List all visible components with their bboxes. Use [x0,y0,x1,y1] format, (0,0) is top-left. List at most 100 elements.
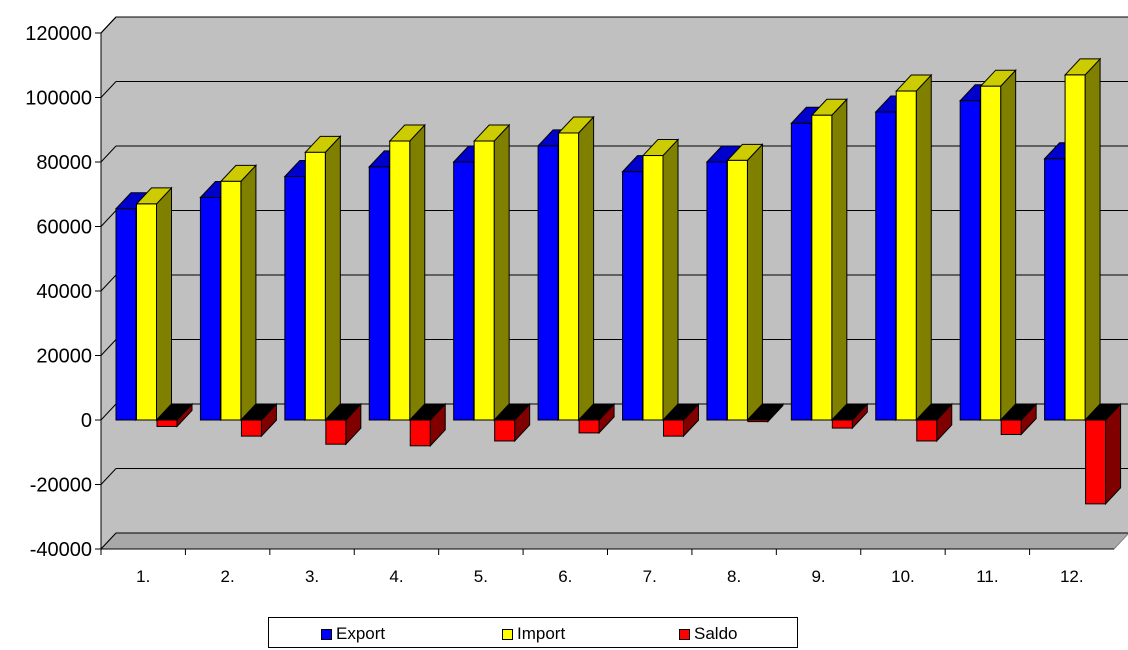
gridline-side [100,339,117,356]
bar-front [980,85,1002,421]
x-tick-label: 10. [891,567,915,586]
legend-item-import: Import [502,624,565,644]
bar-import [641,138,680,422]
bar-saldo [155,402,194,428]
x-tick-label: 5. [474,567,488,586]
gridline-side [100,81,117,98]
bar-saldo [1000,402,1038,436]
bar-saldo [493,402,531,443]
bar-front [473,140,495,421]
x-tick-label: 8. [727,567,741,586]
bar-saldo [577,402,616,435]
bar-front [1064,74,1086,421]
y-tick-label: 100000 [25,88,92,110]
bar-front [811,114,833,421]
bar-front [747,419,769,423]
bar-side [324,135,341,422]
gridline-side [100,274,117,292]
bar-front [831,419,853,429]
bar-saldo [240,402,278,438]
legend: Export Import Saldo [268,617,798,648]
bar-front [494,419,516,442]
gridline-side [100,16,117,34]
y-tick-label: -40000 [30,539,92,561]
bar-side [240,164,257,422]
y-axis-ticks: 120000 100000 80000 60000 40000 20000 0 -20000 -… [25,23,101,561]
bar-front [916,419,938,442]
bar-front [115,208,137,421]
bar-front [726,159,748,421]
bar-import [1063,57,1102,422]
bar-front [409,419,431,447]
bar-front [389,140,411,421]
bar-front [642,155,664,421]
legend-label-saldo: Saldo [694,624,738,643]
bar-side [156,186,172,422]
bar-front [368,166,390,421]
bar-front [578,419,600,434]
legend-item-export: Export [321,624,385,644]
x-axis-ticks: 1. 2. 3. 4. 5. 6. 7. 8. 9. 10. 11. 12. [100,549,1084,586]
bar-front [706,161,728,421]
bar-import [726,143,764,422]
gridline-side [100,403,117,421]
bar-front [156,419,178,427]
bar-side [831,97,848,422]
bar-side [662,138,679,422]
y-tick-label: 0 [81,410,92,432]
bar-front [136,203,157,421]
x-tick-label: 4. [389,567,403,586]
legend-label-import: Import [517,624,566,643]
bar-front [453,161,475,421]
bar-front [875,111,897,421]
bar-side [1000,68,1017,422]
bar-saldo [831,402,869,430]
bar-import [557,115,595,422]
legend-label-export: Export [336,624,386,643]
bar-front [304,151,326,421]
x-tick-label: 1. [136,567,150,586]
y-tick-label: 80000 [36,152,92,174]
bar-saldo [915,402,953,443]
gridline-side [100,532,117,550]
bar-side [409,123,426,422]
y-tick-label: -20000 [30,475,92,497]
bar-side [493,123,510,422]
legend-item-saldo: Saldo [679,624,737,644]
bar-front [1000,419,1022,436]
y-tick-label: 40000 [36,281,92,303]
bar-saldo [746,402,785,423]
y-tick-label: 120000 [25,23,92,45]
bar-saldo [1084,402,1122,506]
bar-side [1105,402,1122,506]
bar-import [473,123,511,422]
bar-side [578,115,595,422]
x-tick-label: 9. [811,567,825,586]
bar-side [1084,57,1101,422]
y-tick-label: 60000 [36,217,92,239]
y-tick-label: 20000 [36,346,92,368]
legend-swatch-import [502,628,513,640]
bar-front [1044,158,1066,421]
bar-front [537,145,559,421]
bar-saldo [324,402,362,446]
bar-front [199,196,221,421]
chart-canvas: 120000 100000 80000 60000 40000 20000 0 -20000 -… [25,16,1128,586]
bar-import [810,97,848,422]
bar-front [622,171,643,421]
bar-front [663,419,684,437]
x-tick-label: 2. [221,567,235,586]
bar-import [979,68,1017,422]
bar-saldo [662,402,700,438]
bar-import [219,164,258,422]
gridline-side [100,145,117,163]
bar-front [220,180,242,421]
bar-saldo [409,402,447,448]
bar-side [915,73,932,422]
bar-side [746,143,763,422]
bar-front [959,100,981,421]
x-tick-label: 7. [643,567,657,586]
bar-import [388,123,426,422]
legend-swatch-export [321,628,332,640]
bar-front [1085,419,1107,505]
